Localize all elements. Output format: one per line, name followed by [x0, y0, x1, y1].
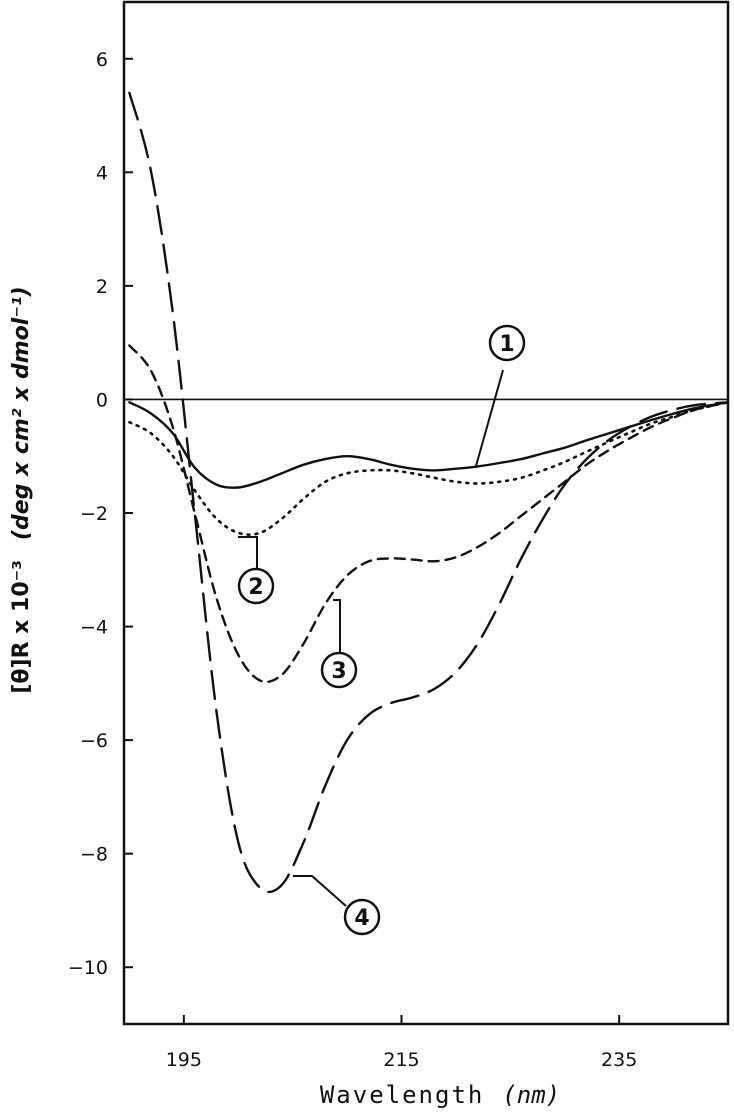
callout-leaders	[238, 369, 504, 907]
callout-3-label: 3	[331, 659, 346, 684]
series-line-1	[128, 401, 730, 489]
x-axis-unit: (nm)	[502, 1081, 560, 1109]
x-axis-ticks: 195 215 235	[166, 1015, 637, 1071]
callout-1-circle	[488, 324, 526, 362]
y-axis-unit: (deg x cm² x dmol⁻¹)	[9, 286, 34, 540]
x-tick-label: 215	[383, 1049, 419, 1071]
callout-3-circle	[320, 651, 358, 689]
plot-frame	[122, 0, 730, 1026]
x-axis-title: Wavelength (nm)	[320, 1081, 560, 1109]
callout-1-label: 1	[499, 332, 514, 357]
callout-4: 4	[343, 898, 381, 936]
x-tick-label: 235	[601, 1049, 637, 1071]
y-axis-label: [θ]R x 10⁻³	[9, 560, 34, 694]
y-tick-label: −4	[80, 617, 108, 639]
callout-3: 3	[320, 651, 358, 689]
series-line-4	[128, 91, 730, 894]
callout-leader-2	[238, 536, 258, 570]
callout-2: 2	[237, 567, 275, 605]
y-axis-title: [θ]R x 10⁻³ (deg x cm² x dmol⁻¹)	[9, 286, 34, 693]
y-tick-label: −10	[68, 957, 108, 979]
y-tick-label: 2	[96, 276, 108, 298]
callout-leader-3	[333, 599, 341, 652]
series-layer	[128, 91, 730, 894]
series-line-3	[128, 344, 730, 684]
y-tick-label: 6	[96, 49, 108, 71]
y-tick-label: 0	[96, 389, 108, 411]
y-tick-label: −8	[80, 844, 108, 866]
callout-2-label: 2	[248, 575, 263, 600]
callout-leader-1	[475, 369, 504, 467]
callout-4-circle	[343, 898, 381, 936]
callout-1: 1	[488, 324, 526, 362]
x-tick-label: 195	[166, 1049, 202, 1071]
y-tick-label: −6	[80, 730, 108, 752]
x-axis-label: Wavelength	[320, 1081, 485, 1109]
y-axis-ticks: 6 4 2 0 −2 −4 −6 −8 −10	[68, 49, 133, 979]
series-line-2	[128, 401, 730, 536]
y-tick-label: 4	[96, 162, 108, 184]
callout-2-circle	[237, 567, 275, 605]
callout-4-label: 4	[354, 906, 369, 931]
callout-leader-4	[293, 875, 347, 907]
y-tick-label: −2	[80, 503, 108, 525]
